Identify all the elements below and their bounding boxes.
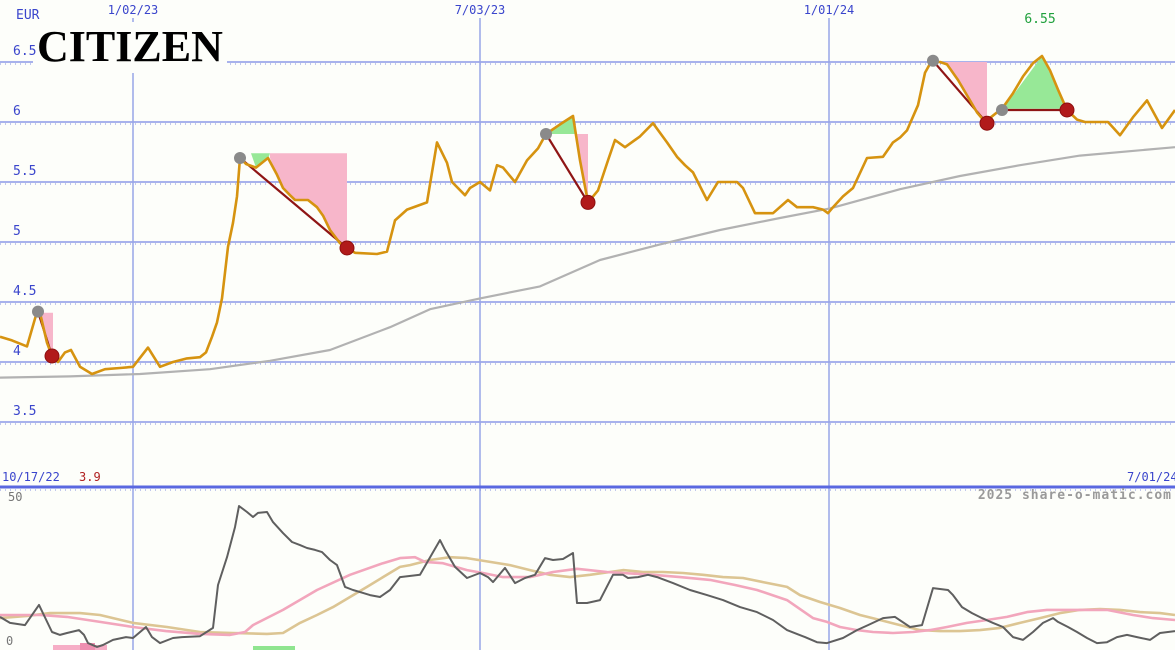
- date-label: 1/01/24: [803, 3, 855, 17]
- pattern-fill-pink: [936, 62, 987, 124]
- swing-high-dot: [540, 128, 552, 140]
- swing-low-dot: [1059, 102, 1075, 118]
- price-axis-label: 5: [13, 224, 21, 239]
- price-axis-label: 5.5: [13, 164, 37, 179]
- swing-low-dot: [44, 348, 60, 364]
- price-axis-label: 3.5: [13, 404, 37, 419]
- end-date-label: 7/01/24: [1127, 470, 1175, 484]
- swing-high-dot: [32, 305, 44, 318]
- swing-low-dot: [339, 240, 355, 256]
- trend-line: [545, 133, 589, 203]
- watermark: 2025 share-o-matic.com: [977, 488, 1172, 503]
- chart-title: CITIZEN: [33, 22, 227, 73]
- swing-high-dot: [927, 54, 939, 67]
- start-date-label: 10/17/22: [2, 470, 60, 484]
- price-axis-label: 6.5: [13, 44, 37, 59]
- price-line: [0, 54, 1175, 376]
- moving-average-line: [0, 146, 1175, 379]
- price-axis-label: 6: [13, 104, 21, 119]
- signal-line-tan: [0, 555, 1175, 636]
- start-price-label: 3.9: [79, 470, 101, 484]
- price-axis-label: 4.5: [13, 284, 37, 299]
- currency-label: EUR: [16, 8, 40, 23]
- signal-line-pink: [0, 555, 1175, 637]
- swing-low-dot: [979, 115, 995, 131]
- swing-high-dot: [996, 104, 1008, 116]
- peak-price-label: 6.55: [1024, 12, 1056, 27]
- trend-line: [239, 157, 348, 249]
- swing-high-dot: [234, 152, 246, 164]
- indicator-top-label: 50: [8, 490, 23, 504]
- date-label: 1/02/23: [107, 3, 159, 17]
- oscillator-line: [0, 505, 1175, 648]
- price-axis-label: 4: [13, 344, 21, 359]
- panel-separator: [0, 485, 1175, 489]
- pattern-fill-green: [1003, 56, 1066, 109]
- pattern-fill-green: [251, 153, 270, 168]
- swing-low-dot: [580, 194, 596, 210]
- panel-bar: [80, 643, 95, 650]
- date-label: 7/03/23: [454, 3, 506, 17]
- pattern-fill-green: [548, 116, 577, 134]
- panel-bar: [253, 646, 295, 650]
- indicator-bottom-label: 0: [6, 634, 14, 648]
